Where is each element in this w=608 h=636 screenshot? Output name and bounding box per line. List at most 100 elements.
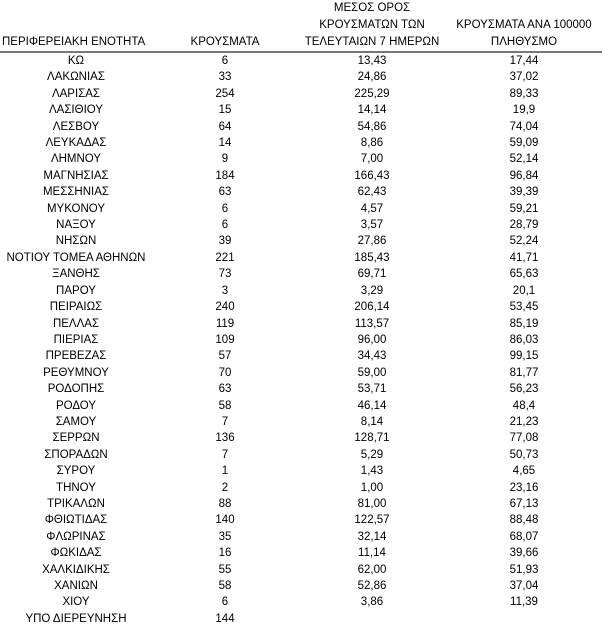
cell-avg7: 3,57 (360, 219, 384, 232)
cell-per100k: 19,9 (512, 104, 536, 117)
cell-cases: 119 (215, 317, 235, 330)
cell-cases: 7 (221, 415, 229, 428)
cell-per100k: 41,71 (509, 251, 539, 264)
cell-cases: 88 (218, 497, 232, 510)
table-row: ΛΑΚΩΝΙΑΣ 33 24,86 37,02 (0, 69, 602, 85)
cell-region: ΠΕΛΛΑΣ (52, 317, 100, 330)
cell-avg7: 1,43 (360, 465, 384, 478)
cell-per100k: 67,13 (509, 497, 539, 510)
cell-per100k: 89,33 (509, 87, 539, 100)
cell-cases: 64 (218, 120, 232, 133)
cell-region: ΛΕΥΚΑΔΑΣ (45, 137, 107, 150)
table-row: ΦΩΚΙΔΑΣ 16 11,14 39,66 (0, 545, 602, 561)
cell-region: ΚΩ (67, 55, 85, 67)
cell-cases: 73 (218, 268, 232, 281)
table-row: ΠΕΙΡΑΙΩΣ 240 206,14 53,45 (0, 299, 602, 315)
cell-per100k: 51,93 (509, 563, 539, 576)
cell-per100k: 99,15 (509, 350, 539, 363)
cell-region: ΧΑΝΙΩΝ (54, 580, 98, 592)
cell-avg7: 122,57 (354, 514, 390, 527)
table-row: ΞΑΝΘΗΣ 73 69,71 65,63 (0, 266, 602, 282)
cell-per100k: 74,04 (509, 120, 539, 133)
header-avg7-line1: ΜΕΣΟΣ ΟΡΟΣ (333, 2, 411, 14)
cell-avg7: 62,00 (357, 563, 387, 576)
cell-region: ΤΡΙΚΑΛΩΝ (47, 497, 105, 510)
cell-per100k: 20,1 (512, 284, 536, 297)
cell-region: ΜΥΚΟΝΟΥ (46, 202, 106, 215)
cell-region: ΦΛΩΡΙΝΑΣ (46, 530, 106, 543)
cell-avg7: 13,43 (357, 55, 387, 67)
cell-cases: 221 (215, 251, 235, 264)
cell-avg7: 14,14 (357, 104, 387, 117)
header-avg7: ΜΕΣΟΣ ΟΡΟΣ ΚΡΟΥΣΜΑΤΩΝ ΤΩΝ ΤΕΛΕΥΤΑΙΩΝ 7 Η… (298, 0, 446, 53)
cell-region: ΦΩΚΙΔΑΣ (50, 547, 102, 560)
cell-per100k: 53,45 (509, 301, 539, 314)
header-per100k-line1: ΚΡΟΥΣΜΑΤΑ ΑΝΑ 100000 (456, 19, 592, 31)
cell-avg7: 32,14 (357, 530, 387, 543)
table-row: ΠΡΕΒΕΖΑΣ 57 34,43 99,15 (0, 348, 602, 364)
cell-cases: 16 (218, 547, 232, 560)
cell-per100k: 96,84 (509, 169, 539, 182)
header-region: ΠΕΡΙΦΕΡΕΙΑΚΗ ΕΝΟΤΗΤΑ (0, 0, 152, 53)
cell-region: ΠΡΕΒΕΖΑΣ (45, 350, 107, 363)
cell-avg7: 62,43 (357, 186, 387, 199)
cell-avg7: 4,57 (360, 202, 384, 215)
cell-region: ΜΑΓΝΗΣΙΑΣ (43, 169, 109, 182)
cell-avg7: 34,43 (357, 350, 387, 363)
table-row: ΦΛΩΡΙΝΑΣ 35 32,14 68,07 (0, 529, 602, 545)
table-row: ΠΕΛΛΑΣ 119 113,57 85,19 (0, 316, 602, 332)
cell-cases: 35 (218, 530, 232, 543)
cell-avg7: 185,43 (354, 251, 390, 264)
table-row: ΧΙΟΥ 6 3,86 11,39 (0, 594, 602, 610)
table-row: ΜΥΚΟΝΟΥ 6 4,57 59,21 (0, 201, 602, 217)
cell-cases: 9 (221, 153, 229, 166)
cell-per100k: 52,24 (509, 235, 539, 248)
cell-cases: 70 (218, 366, 232, 379)
table-row: ΤΡΙΚΑΛΩΝ 88 81,00 67,13 (0, 496, 602, 512)
table-row: ΠΙΕΡΙΑΣ 109 96,00 86,03 (0, 332, 602, 348)
cell-avg7: 3,29 (360, 284, 384, 297)
cell-region: ΦΘΙΩΤΙΔΑΣ (44, 514, 108, 527)
cell-per100k: 85,19 (509, 317, 539, 330)
table-row: ΡΕΘΥΜΝΟΥ 70 59,00 81,77 (0, 365, 602, 381)
cell-region: ΛΑΣΙΘΙΟΥ (48, 104, 104, 117)
cell-region: ΛΗΜΝΟΥ (50, 153, 102, 166)
cell-per100k: 39,39 (509, 186, 539, 199)
cell-avg7: 11,14 (358, 547, 386, 560)
cell-per100k: 59,09 (509, 137, 539, 150)
cell-region: ΠΕΙΡΑΙΩΣ (49, 301, 103, 314)
table-row: ΣΥΡΟΥ 1 1,43 4,65 (0, 463, 602, 479)
cell-avg7: 1,00 (360, 481, 384, 494)
cell-per100k: 17,44 (509, 55, 539, 67)
cell-region: ΣΑΜΟΥ (55, 415, 97, 428)
cell-avg7: 46,14 (357, 399, 387, 412)
header-per100k-line2: ΠΛΗΘΥΣΜΟ (490, 36, 558, 48)
cell-cases: 57 (218, 350, 232, 363)
cell-cases: 240 (215, 301, 235, 314)
cell-avg7: 206,14 (354, 301, 390, 314)
cell-cases: 184 (215, 169, 235, 182)
cell-cases: 6 (221, 202, 229, 215)
cell-per100k: 56,23 (509, 383, 539, 396)
cell-region: ΝΑΞΟΥ (56, 219, 96, 232)
cell-cases: 3 (221, 284, 229, 297)
cell-avg7: 8,14 (360, 415, 384, 428)
cell-per100k: 50,73 (509, 448, 539, 461)
cell-cases: 254 (215, 87, 235, 100)
cell-region: ΝΟΤΙΟΥ ΤΟΜΕΑ ΑΘΗΝΩΝ (6, 251, 146, 264)
cell-per100k: 65,63 (509, 268, 539, 281)
cell-cases: 63 (218, 186, 232, 199)
header-row: ΠΕΡΙΦΕΡΕΙΑΚΗ ΕΝΟΤΗΤΑ ΚΡΟΥΣΜΑΤΑ ΜΕΣΟΣ ΟΡΟ… (0, 0, 602, 53)
cell-region: ΡΟΔΟΠΗΣ (47, 383, 105, 396)
cell-region: ΛΑΚΩΝΙΑΣ (47, 71, 105, 84)
cell-per100k: 21,23 (509, 415, 539, 428)
cell-per100k: 68,07 (509, 530, 539, 543)
cell-per100k: 81,77 (509, 366, 539, 379)
cell-avg7: 3,86 (360, 596, 384, 609)
cell-cases: 2 (221, 481, 229, 494)
cell-per100k: 37,02 (509, 71, 539, 84)
cell-region: ΥΠΟ ΔΙΕΡΕΥΝΗΣΗ (25, 612, 127, 625)
table-row: ΦΘΙΩΤΙΔΑΣ 140 122,57 88,48 (0, 512, 602, 528)
cell-avg7: 52,86 (357, 580, 387, 592)
cell-per100k: 88,48 (509, 514, 539, 527)
